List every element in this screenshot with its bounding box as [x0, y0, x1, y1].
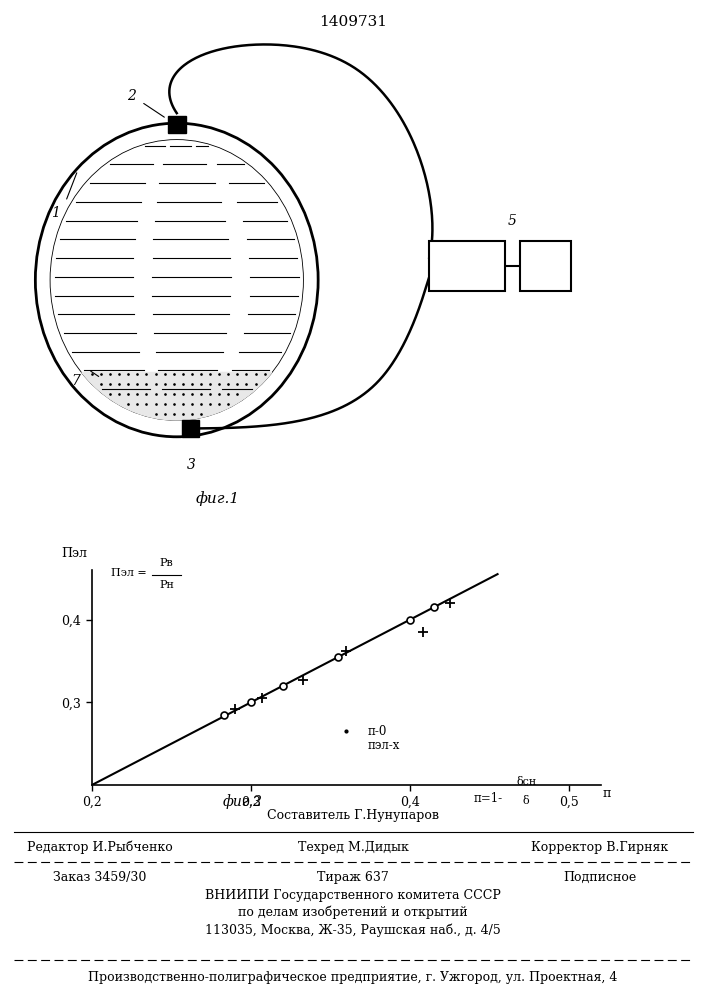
Text: Корректор В.Гирняк: Корректор В.Гирняк [532, 840, 669, 854]
Text: 4: 4 [462, 259, 472, 273]
Circle shape [50, 140, 303, 420]
Text: Тираж 637: Тираж 637 [317, 870, 389, 884]
Text: по делам изобретений и открытий: по делам изобретений и открытий [238, 905, 468, 919]
Text: п-0: п-0 [367, 725, 387, 738]
Text: Составитель Г.Нунупаров: Составитель Г.Нунупаров [267, 808, 439, 822]
Bar [182, 420, 199, 437]
Text: Производственно-полиграфическое предприятие, г. Ужгород, ул. Проектная, 4: Производственно-полиграфическое предприя… [88, 972, 618, 984]
Text: фиг.2: фиг.2 [223, 794, 263, 809]
Text: Заказ 3459/30: Заказ 3459/30 [53, 870, 146, 884]
Text: 7: 7 [71, 374, 80, 388]
Text: Техред М.Дидык: Техред М.Дидык [298, 840, 409, 854]
Bar [520, 241, 571, 291]
Text: 1: 1 [51, 206, 60, 220]
Text: ВНИИПИ Государственного комитета СССР: ВНИИПИ Государственного комитета СССР [205, 888, 501, 902]
Text: 3: 3 [187, 458, 195, 472]
Text: 1409731: 1409731 [320, 15, 387, 29]
Text: 113035, Москва, Ж-35, Раушская наб., д. 4/5: 113035, Москва, Ж-35, Раушская наб., д. … [205, 923, 501, 937]
Text: пэл-x: пэл-x [367, 739, 399, 752]
Text: п: п [602, 787, 611, 800]
Text: Подписное: Подписное [563, 870, 636, 884]
Text: Пэл =: Пэл = [111, 568, 147, 578]
Text: Рн: Рн [159, 580, 174, 590]
Bar [168, 116, 186, 133]
Text: Пэл: Пэл [61, 547, 87, 560]
Text: 6: 6 [541, 259, 550, 273]
Text: п=1-: п=1- [474, 792, 503, 805]
Text: Рв: Рв [160, 558, 173, 568]
Text: 5: 5 [508, 214, 517, 228]
Text: δ: δ [523, 796, 530, 806]
Text: фиг.1: фиг.1 [195, 491, 239, 506]
Text: Редактор И.Рыбченко: Редактор И.Рыбченко [27, 840, 173, 854]
Text: 2: 2 [127, 89, 136, 103]
Bar [429, 241, 505, 291]
Polygon shape [82, 372, 271, 420]
Text: δсн: δсн [516, 777, 537, 787]
